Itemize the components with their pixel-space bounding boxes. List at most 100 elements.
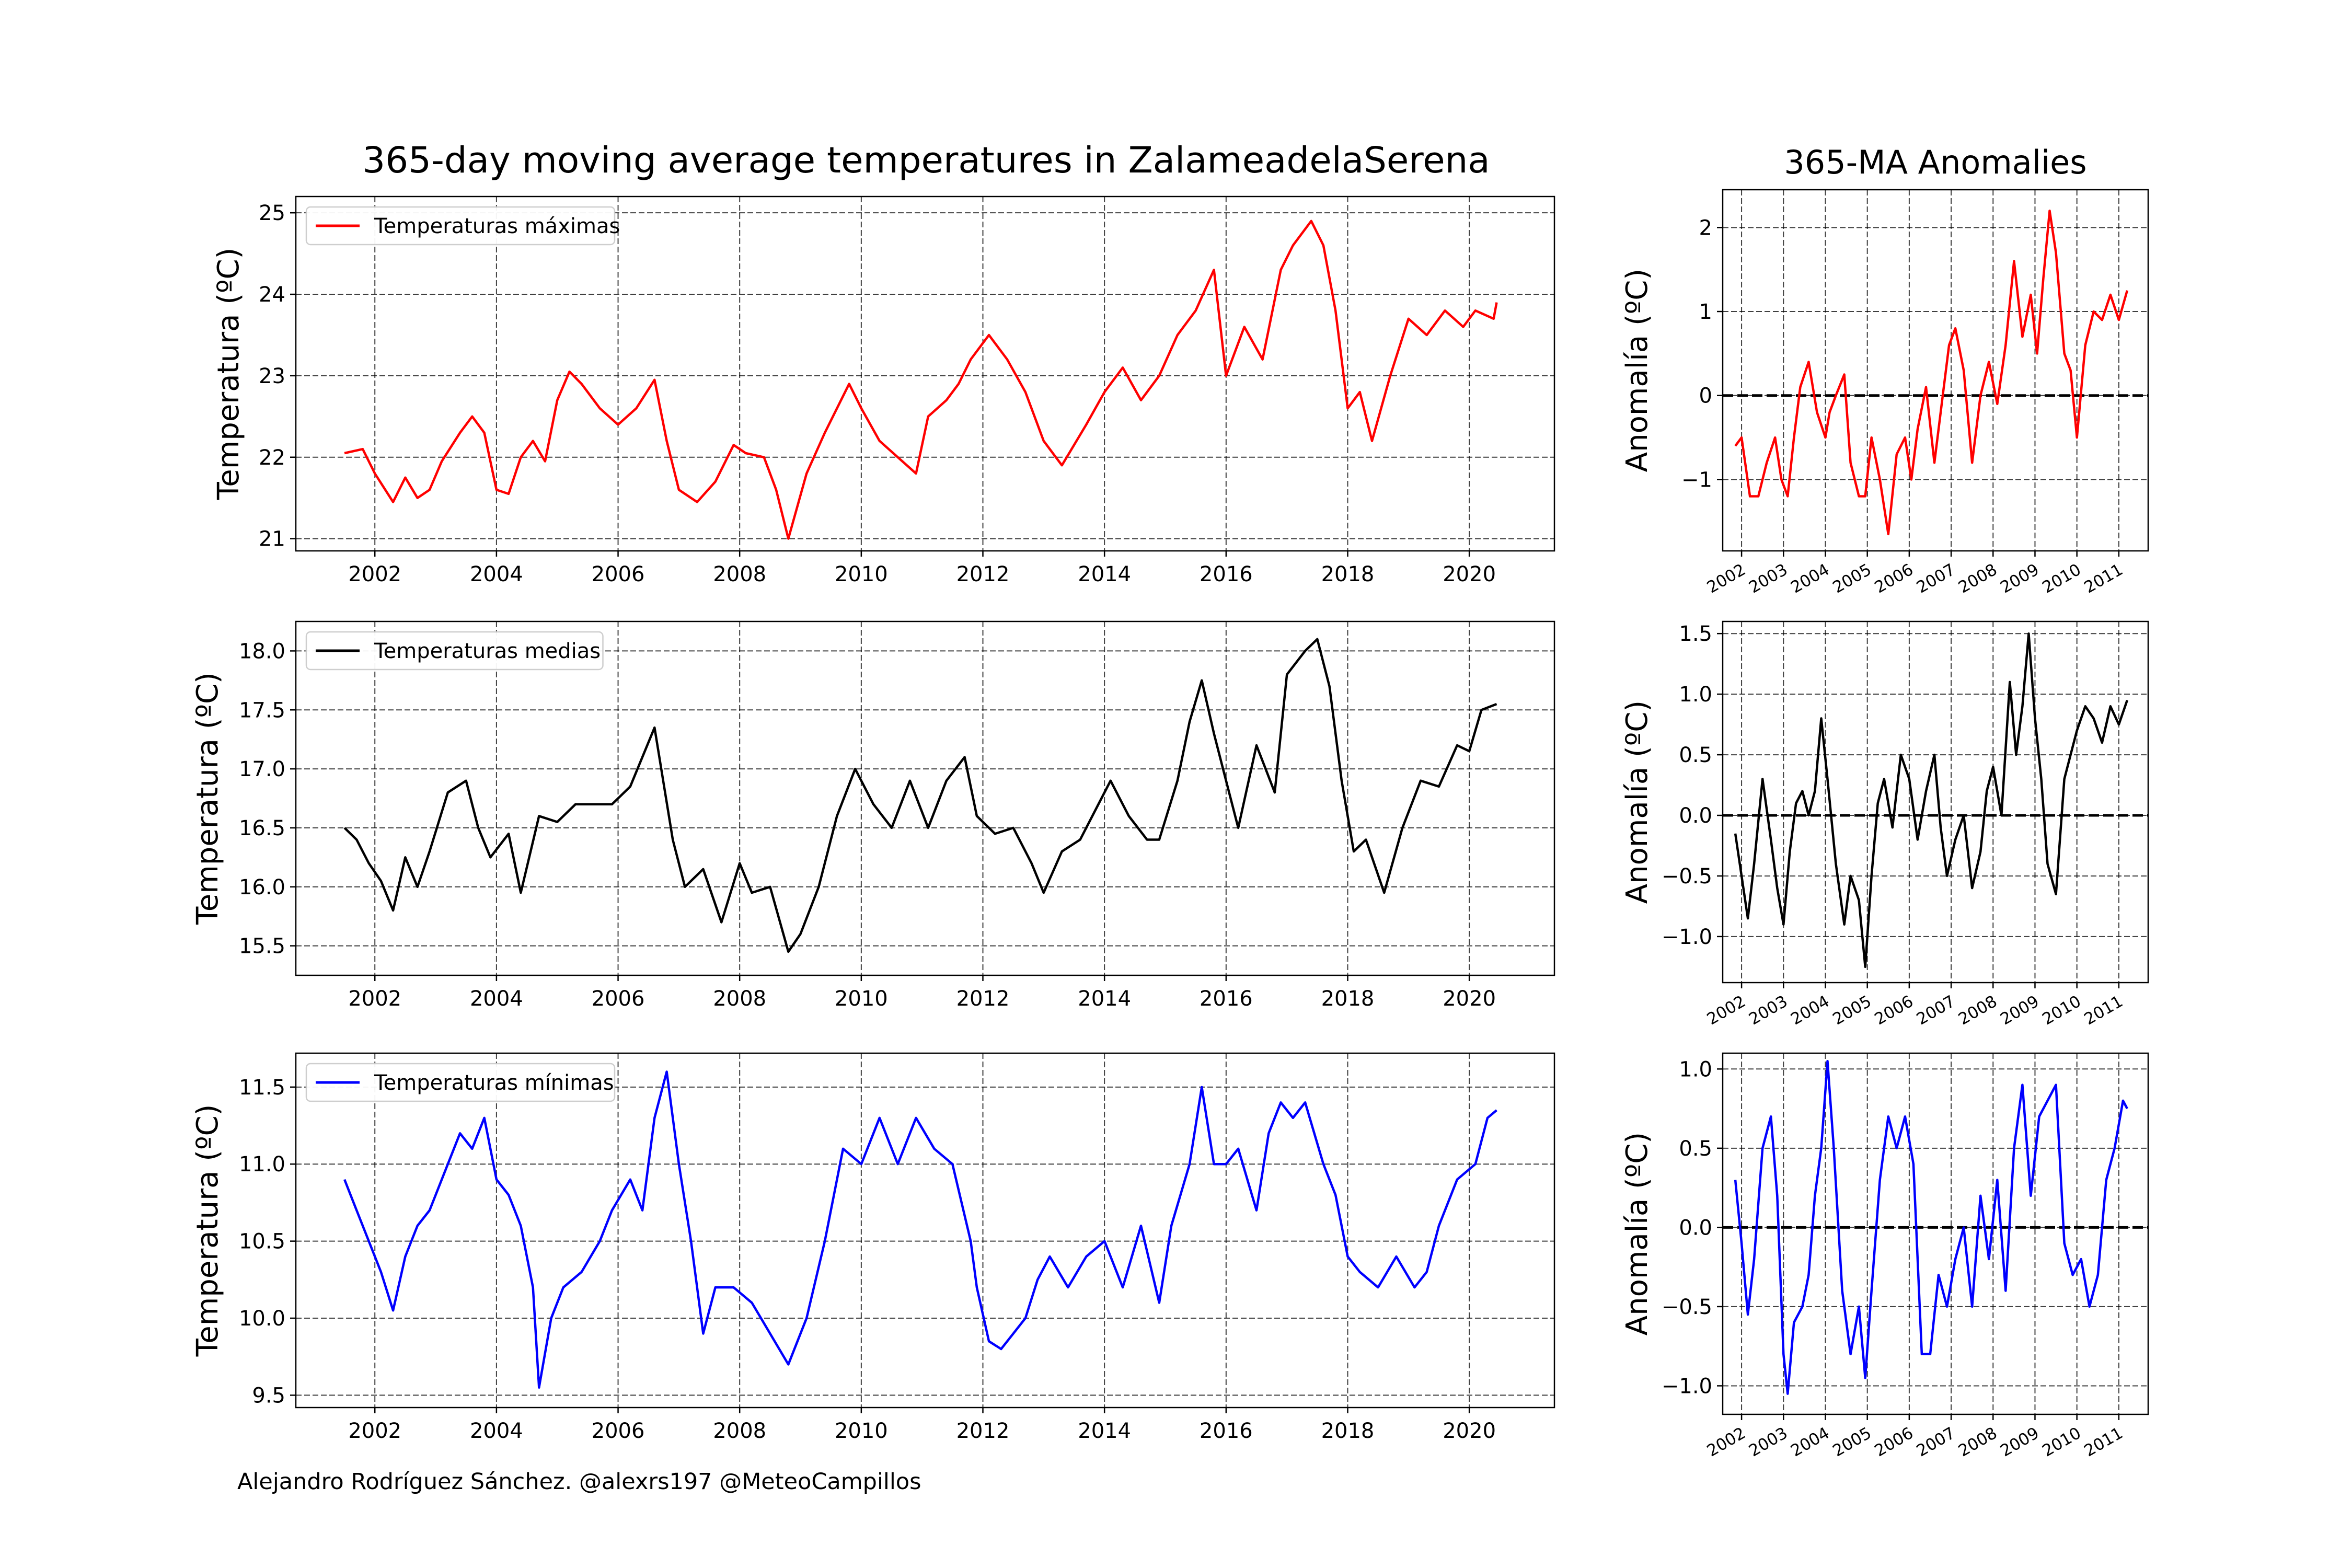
legend: Temperaturas máximas [305, 206, 620, 246]
x-tick-label: 2014 [1078, 987, 1131, 1011]
plot-area [1723, 1053, 2148, 1414]
y-tick-label: 10.5 [239, 1230, 285, 1254]
x-tick-label: 2010 [835, 987, 888, 1011]
axes-frame [1722, 1052, 2149, 1415]
x-tick-label: 2006 [592, 562, 645, 586]
x-tick-label: 2006 [592, 1419, 645, 1443]
panel-max-temperatures: 2002 2004 2006 2008 2010 2012 2014 2016 2018 2020… [212, 195, 1555, 586]
plot-area [296, 197, 1554, 551]
y-tick-label: −0.5 [1662, 864, 1712, 889]
main-title: 365-day moving average temperatures in Z… [362, 140, 1490, 181]
y-tick-label: 23 [259, 364, 285, 388]
x-tick-label: 2008 [713, 1419, 766, 1443]
y-tick-label: 24 [259, 283, 285, 307]
x-tick-label: 2020 [1443, 1419, 1496, 1443]
y-tick-label: −1.0 [1662, 1374, 1712, 1398]
y-tick-label: 25 [259, 201, 285, 225]
series-line-anom_max [1734, 209, 2129, 536]
y-tick-label: 16.5 [239, 816, 285, 840]
x-tick-label: 2012 [956, 562, 1010, 586]
x-tick-label: 2002 [348, 987, 401, 1011]
axes-frame [295, 195, 1555, 552]
x-tick-label: 2018 [1321, 987, 1375, 1011]
plot-area [1723, 190, 2148, 551]
series-line-anom_mean [1734, 632, 2129, 969]
plot-area [1723, 621, 2148, 983]
x-tick-label: 2012 [956, 1419, 1010, 1443]
x-tick-label: 2016 [1200, 562, 1253, 586]
x-tick-label: 2008 [713, 562, 766, 586]
y-tick-label: 0.5 [1679, 743, 1712, 767]
x-tick-label: 2016 [1200, 987, 1253, 1011]
legend-label: Temperaturas medias [374, 639, 601, 663]
x-tick-label: 2010 [835, 1419, 888, 1443]
series-line-min [343, 1070, 1497, 1389]
anomalies-title: 365-MA Anomalies [1784, 143, 2086, 181]
panel-mean-temperatures: 2002 2004 2006 2008 2010 2012 2014 2016 2018 2020… [191, 620, 1555, 1011]
plot-area [296, 1053, 1554, 1408]
legend: Temperaturas mínimas [305, 1063, 616, 1102]
x-tick-label: 2004 [470, 562, 523, 586]
series-line-anom_min [1734, 1059, 2128, 1395]
panel-min-temperatures: 2002 2004 2006 2008 2010 2012 2014 2016 2018 2020… [191, 1052, 1555, 1443]
axes-frame [1722, 189, 2149, 552]
x-tick-label: 2004 [470, 1419, 523, 1443]
plot-area [296, 621, 1554, 975]
y-tick-label: 2 [1699, 216, 1712, 240]
axes-frame [1722, 620, 2149, 984]
panel-anomalies-mean: 2002200320042005200620072008200920102011… [1620, 620, 2149, 1029]
y-tick-label: 0.5 [1679, 1137, 1712, 1161]
y-tick-label: 0 [1699, 384, 1712, 408]
credit-text: Alejandro Rodríguez Sánchez. @alexrs197 … [237, 1469, 921, 1495]
x-tick-label: 2014 [1078, 562, 1131, 586]
legend-box [305, 631, 604, 671]
y-tick-label: 17.5 [239, 698, 285, 722]
y-tick-label: 1.0 [1679, 1057, 1712, 1081]
y-tick-label: 16.0 [239, 875, 285, 900]
x-tick-label: 2008 [713, 987, 766, 1011]
y-tick-label: 9.5 [252, 1383, 285, 1408]
y-tick-label: 21 [259, 527, 285, 551]
y-axis-label: Temperatura (ºC) [191, 672, 225, 925]
y-axis-label: Anomalía (ºC) [1620, 269, 1654, 472]
y-tick-label: 22 [259, 446, 285, 470]
legend-label: Temperaturas mínimas [374, 1071, 614, 1095]
y-tick-label: 11.0 [239, 1152, 285, 1177]
x-tick-label: 2004 [470, 987, 523, 1011]
y-axis-label: Anomalía (ºC) [1620, 700, 1654, 904]
x-tick-label: 2010 [835, 562, 888, 586]
legend-box [305, 1063, 616, 1102]
y-tick-label: 10.0 [239, 1307, 285, 1331]
y-tick-label: 18.0 [239, 639, 285, 663]
panel-anomalies-max: 2002200320042005200620072008200920102011… [1620, 189, 2149, 597]
series-line-max [344, 220, 1498, 540]
axes-frame [295, 620, 1555, 976]
axes-frame [295, 1052, 1555, 1409]
y-tick-label: 1.5 [1679, 622, 1712, 646]
y-axis-label: Anomalía (ºC) [1620, 1132, 1654, 1335]
x-tick-label: 2016 [1200, 1419, 1253, 1443]
panel-anomalies-min: 2002200320042005200620072008200920102011… [1620, 1052, 2149, 1460]
y-tick-label: 1 [1699, 300, 1712, 324]
y-axis-label: Temperatura (ºC) [212, 248, 246, 501]
legend: Temperaturas medias [305, 631, 604, 671]
x-tick-label: 2006 [592, 987, 645, 1011]
y-tick-label: −0.5 [1662, 1295, 1712, 1319]
x-tick-label: 2014 [1078, 1419, 1131, 1443]
y-tick-label: 0.0 [1679, 804, 1712, 828]
legend-label: Temperaturas máximas [374, 214, 620, 238]
x-tick-label: 2002 [348, 1419, 401, 1443]
y-axis-label: Temperatura (ºC) [191, 1104, 225, 1357]
x-tick-label: 2018 [1321, 562, 1375, 586]
y-tick-label: −1.0 [1662, 925, 1712, 949]
y-tick-label: 11.5 [239, 1076, 285, 1100]
x-tick-label: 2020 [1443, 562, 1496, 586]
x-tick-label: 2020 [1443, 987, 1496, 1011]
y-tick-label: 17.0 [239, 757, 285, 781]
y-tick-label: 1.0 [1679, 683, 1712, 707]
series-line-mean [343, 638, 1497, 953]
y-tick-label: −1 [1681, 468, 1712, 492]
y-tick-label: 15.5 [239, 935, 285, 959]
legend-box [305, 206, 616, 246]
